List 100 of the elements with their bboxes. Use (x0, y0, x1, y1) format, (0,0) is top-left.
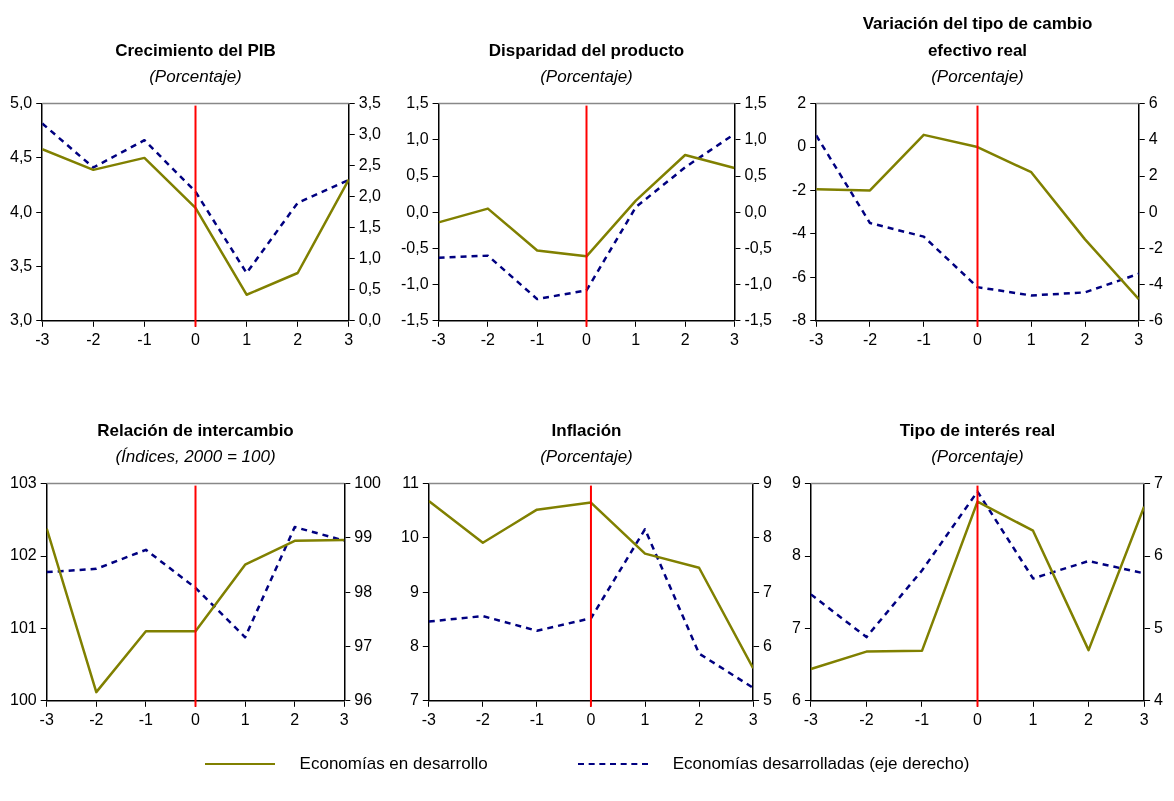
y-tick-label: 103 (9, 474, 37, 492)
y2-tick-label: 1,5 (358, 218, 382, 236)
x-tick-label: -2 (86, 330, 101, 348)
y-tick-label: 3,0 (9, 311, 33, 329)
x-tick-label: 2 (293, 330, 303, 348)
x-tick-label: 2 (290, 710, 300, 728)
chart-title: Inflación (551, 420, 622, 442)
legend-label: Economías en desarrollo (299, 754, 488, 774)
y2-tick-label: -6 (1148, 311, 1164, 329)
x-tick-label: -1 (530, 330, 545, 348)
y-tick-label: -1,5 (400, 311, 429, 329)
x-tick-label: 2 (680, 330, 690, 348)
y2-tick-label: 6 (763, 636, 773, 654)
x-tick-label: 0 (191, 710, 201, 728)
y2-tick-label: 7 (1154, 474, 1164, 492)
y2-tick-label: 98 (354, 582, 373, 600)
x-tick-label: -1 (916, 330, 931, 348)
x-tick-label: -3 (431, 330, 446, 348)
y2-tick-label: 0,0 (744, 202, 767, 220)
y2-tick-label: 4 (1154, 691, 1164, 709)
y2-tick-label: 7 (763, 582, 773, 600)
y-tick-label: -0,5 (400, 238, 429, 256)
y2-tick-label: 6 (1148, 94, 1158, 112)
x-tick-label: 3 (748, 710, 758, 728)
x-tick-label: -3 (421, 710, 437, 728)
x-tick-label: -1 (137, 330, 152, 348)
y-tick-label: 4,0 (9, 202, 33, 220)
y2-tick-label: 0 (1148, 202, 1158, 220)
y-tick-label: -6 (791, 267, 807, 285)
y-tick-label: 102 (9, 546, 37, 564)
x-tick-label: -1 (138, 710, 154, 728)
y2-tick-label: 8 (763, 528, 773, 546)
y-tick-label: 1,0 (406, 130, 429, 148)
y2-tick-label: -2 (1148, 238, 1164, 256)
chart-title: Variación del tipo de cambio efectivo real (861, 13, 1094, 62)
line-series (42, 122, 349, 275)
x-tick-label: 0 (586, 710, 596, 728)
y2-tick-label: 100 (354, 474, 382, 492)
x-tick-label: -3 (803, 710, 819, 728)
x-tick-label: 2 (1084, 710, 1094, 728)
x-tick-label: 3 (729, 330, 739, 348)
y-tick-label: 8 (791, 546, 801, 564)
chart-title: Disparidad del producto (488, 40, 685, 62)
y-tick-label: -2 (791, 180, 807, 198)
x-tick-label: 1 (240, 710, 250, 728)
chart-subtitle: (Índices, 2000 = 100) (115, 446, 276, 468)
y2-tick-label: 96 (354, 691, 373, 709)
y-tick-label: -4 (791, 224, 807, 242)
x-tick-label: 0 (191, 330, 201, 348)
y2-tick-label: 0,5 (358, 280, 382, 298)
x-tick-label: -3 (35, 330, 50, 348)
x-tick-label: 1 (640, 710, 650, 728)
y-tick-label: 101 (9, 618, 37, 636)
x-tick-label: 3 (344, 330, 354, 348)
x-tick-label: -2 (89, 710, 104, 728)
x-tick-label: -2 (859, 710, 874, 728)
x-tick-label: 1 (242, 330, 252, 348)
x-tick-label: 0 (973, 330, 983, 348)
chart-subtitle: (Porcentaje) (149, 66, 242, 88)
chart-title: Tipo de interés real (899, 420, 1056, 442)
y2-tick-label: 1,5 (744, 94, 767, 112)
y-tick-label: 9 (409, 582, 419, 600)
x-tick-label: -3 (809, 330, 824, 348)
x-tick-label: 2 (694, 710, 704, 728)
y2-tick-label: 4 (1148, 130, 1158, 148)
y2-tick-label: 97 (354, 636, 373, 654)
y2-tick-label: 99 (354, 528, 373, 546)
x-tick-label: 1 (1028, 710, 1038, 728)
x-tick-label: -2 (475, 710, 491, 728)
y-tick-label: 11 (402, 474, 419, 492)
y-tick-label: 7 (791, 618, 801, 636)
x-tick-label: -2 (862, 330, 878, 348)
x-tick-label: -1 (529, 710, 545, 728)
y2-tick-label: -1,0 (744, 275, 773, 293)
y-tick-label: 100 (9, 691, 37, 709)
x-tick-label: 3 (1134, 330, 1144, 348)
x-tick-label: -2 (480, 330, 496, 348)
chart-subtitle: (Porcentaje) (540, 446, 633, 468)
y-tick-label: 10 (401, 528, 419, 546)
y2-tick-label: 1,0 (358, 249, 382, 267)
y2-tick-label: 0,0 (358, 311, 382, 329)
y-tick-label: -1,0 (400, 275, 429, 293)
y-tick-label: 0,5 (406, 166, 429, 184)
y2-tick-label: 3,0 (358, 125, 382, 143)
y-tick-label: 0,0 (406, 202, 429, 220)
y2-tick-label: -0,5 (744, 238, 773, 256)
x-tick-label: -3 (39, 710, 54, 728)
y-tick-label: 7 (409, 691, 419, 709)
x-tick-label: 3 (1139, 710, 1149, 728)
y2-tick-label: 9 (763, 474, 773, 492)
chart-title: Relación de intercambio (97, 420, 294, 442)
chart-subtitle: (Porcentaje) (931, 66, 1024, 88)
y-tick-label: 9 (791, 474, 801, 492)
y-tick-label: 0 (797, 137, 807, 155)
y-tick-label: 2 (797, 94, 807, 112)
y2-tick-label: 3,5 (358, 94, 382, 112)
x-tick-label: 1 (631, 330, 641, 348)
x-tick-label: 3 (339, 710, 349, 728)
chart-title: Crecimiento del PIB (115, 40, 276, 62)
y-tick-label: 4,5 (9, 148, 33, 166)
